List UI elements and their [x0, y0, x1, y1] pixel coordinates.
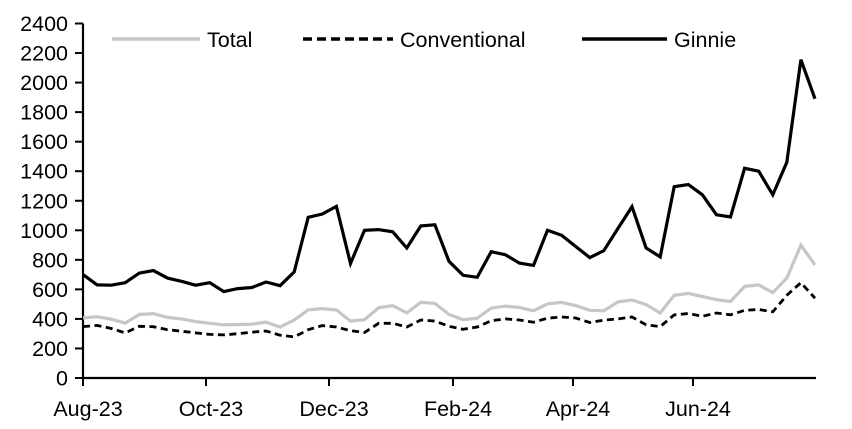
total-series-line [82, 241, 817, 329]
legend-label-conventional: Conventional [400, 28, 526, 52]
x-axis-tick-label: Dec-23 [299, 397, 368, 421]
y-axis-tick-label: 1200 [20, 189, 68, 213]
y-axis-tick-label: 0 [56, 367, 68, 391]
x-axis-tick-label: Oct-23 [179, 397, 244, 421]
x-axis-tick-label: Feb-24 [424, 397, 492, 421]
y-axis-tick-label: 200 [32, 337, 68, 361]
y-axis-tick-label: 1400 [20, 160, 68, 184]
legend-label-total: Total [207, 28, 252, 52]
y-axis-tick-label: 1600 [20, 130, 68, 154]
x-axis-tick-label: Jun-24 [665, 397, 731, 421]
y-axis-tick-label: 800 [32, 248, 68, 272]
legend-label-ginnie: Ginnie [674, 28, 736, 52]
y-axis-tick-label: 600 [32, 278, 68, 302]
ginnie-series-line [82, 59, 817, 294]
y-axis-tick-label: 1000 [20, 219, 68, 243]
y-axis-tick-label: 2400 [20, 12, 68, 36]
y-axis-tick-label: 2000 [20, 71, 68, 95]
y-axis-tick-label: 2200 [20, 42, 68, 66]
y-axis-tick-label: 400 [32, 307, 68, 331]
conventional-series-line [82, 280, 817, 339]
x-axis-tick-label: Aug-23 [53, 397, 122, 421]
x-axis-tick-label: Apr-24 [546, 397, 611, 421]
y-axis-tick-label: 1800 [20, 101, 68, 125]
